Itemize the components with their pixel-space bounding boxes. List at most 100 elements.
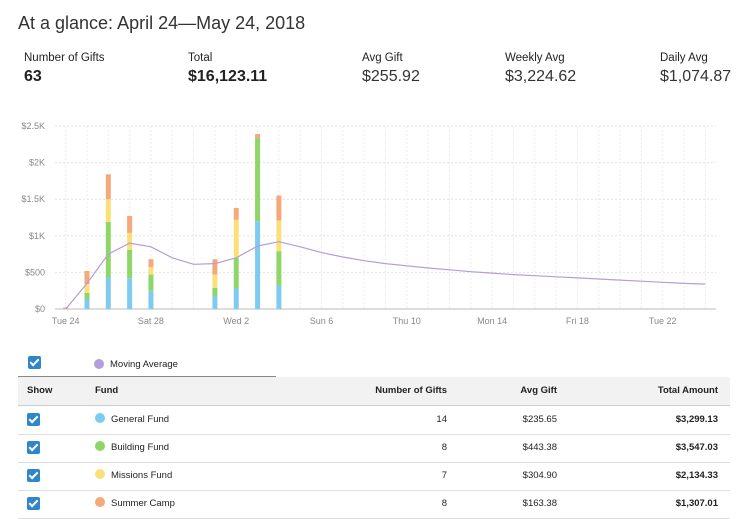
bar-segment — [148, 267, 154, 275]
stat-label: Number of Gifts — [24, 52, 105, 64]
donations-chart: $0 $500 $1K $1.5K $2K $2.5K Tue 24 Sat 28 Wed 2 S… — [21, 121, 716, 326]
stat-value: $1,074.87 — [660, 68, 732, 85]
total-amount: $1,307.01 — [675, 498, 718, 509]
stat-value: $255.92 — [362, 68, 420, 85]
show-checkbox[interactable] — [27, 441, 40, 457]
stat-avg-gift: Avg Gift $255.92 — [362, 52, 420, 86]
fund-name: Building Fund — [111, 442, 170, 453]
stat-label: Avg Gift — [362, 52, 403, 64]
avg-gift: $443.38 — [522, 442, 557, 453]
header-total-amount: Total Amount — [657, 385, 718, 396]
stat-number-of-gifts: Number of Gifts 63 — [24, 52, 105, 86]
table-row: Missions Fund 7 $304.90 $2,134.33 — [18, 462, 730, 491]
bar-segment — [105, 221, 111, 278]
bar-segment — [255, 221, 261, 309]
bar-segment — [148, 259, 154, 268]
moving-average-label: Moving Average — [110, 359, 178, 370]
gift-count: 7 — [441, 470, 447, 481]
x-tick-label: Wed 2 — [223, 316, 249, 326]
x-tick-label: Tue 22 — [649, 316, 677, 326]
bar-segment — [255, 134, 261, 139]
show-checkbox[interactable] — [27, 469, 40, 485]
bar-segment — [276, 285, 282, 309]
bar-segment — [212, 296, 218, 309]
moving-average-legend: Moving Average — [18, 352, 276, 377]
avg-gift: $304.90 — [522, 470, 557, 481]
stat-weekly-avg: Weekly Avg $3,224.62 — [505, 52, 576, 86]
total-amount: $2,134.33 — [675, 470, 718, 481]
bar-segment — [276, 195, 282, 221]
fund-color-dot — [95, 441, 105, 452]
moving-average-checkbox[interactable] — [28, 356, 41, 369]
bar-segment — [127, 249, 133, 279]
bar-segment — [212, 274, 218, 288]
bar-segment — [276, 251, 282, 286]
total-amount: $3,299.13 — [675, 414, 718, 425]
gift-count: 8 — [441, 498, 447, 509]
bar-segment — [84, 284, 90, 293]
x-tick-label: Sat 28 — [138, 316, 164, 326]
bar-segment — [233, 257, 239, 289]
header-number-of-gifts: Number of Gifts — [375, 385, 447, 396]
bar-segment — [84, 299, 90, 309]
y-tick-label: $2.5K — [21, 121, 45, 131]
bar-segment — [212, 259, 218, 275]
gift-count: 14 — [436, 414, 447, 425]
moving-average-line — [65, 241, 706, 310]
stat-daily-avg: Daily Avg $1,074.87 — [660, 52, 731, 86]
header-show: Show — [27, 385, 53, 396]
bar-segment — [84, 292, 90, 300]
fund-name: Missions Fund — [111, 470, 173, 481]
x-tick-label: Tue 24 — [52, 316, 80, 326]
show-checkbox[interactable] — [27, 497, 40, 513]
bar-segment — [233, 219, 239, 258]
fund-cell: Building Fund — [95, 434, 169, 462]
bar-segment — [212, 287, 218, 297]
header-avg-gift: Avg Gift — [520, 385, 557, 396]
y-tick-label: $1.5K — [21, 194, 45, 204]
moving-average-color-dot — [94, 359, 104, 369]
table-header: Show Fund Number of Gifts Avg Gift Total… — [18, 377, 730, 406]
page-title: At a glance: April 24—May 24, 2018 — [18, 13, 306, 33]
bar-segment — [148, 290, 154, 309]
bar-segment — [127, 216, 133, 233]
x-tick-label: Fri 18 — [566, 316, 589, 326]
bar-segment — [233, 288, 239, 309]
table-row: Building Fund 8 $443.38 $3,547.03 — [18, 434, 730, 463]
bar-segment — [148, 274, 154, 291]
y-tick-label: $500 — [25, 267, 45, 277]
stat-label: Daily Avg — [660, 52, 708, 64]
bar-segment — [105, 174, 111, 200]
x-tick-label: Mon 14 — [477, 316, 507, 326]
bar-segment — [233, 207, 239, 220]
bar-segment — [255, 138, 261, 222]
stat-label: Weekly Avg — [505, 52, 565, 64]
fund-name: General Fund — [111, 414, 170, 425]
bar-segment — [105, 199, 111, 222]
fund-color-dot — [95, 469, 105, 480]
table-row: General Fund 14 $235.65 $3,299.13 — [18, 406, 730, 435]
show-checkbox[interactable] — [27, 413, 40, 429]
table-row: Summer Camp 8 $163.38 $1,307.01 — [18, 490, 730, 519]
stat-total: Total $16,123.11 — [188, 52, 267, 86]
fund-color-dot — [95, 413, 105, 424]
fund-cell: Summer Camp — [95, 490, 175, 518]
total-amount: $3,547.03 — [675, 442, 718, 453]
x-tick-label: Sun 6 — [310, 316, 334, 326]
avg-gift: $235.65 — [522, 414, 557, 425]
bar-segment — [276, 220, 282, 252]
x-tick-label: Thu 10 — [393, 316, 421, 326]
bar-segment — [105, 277, 111, 309]
fund-name: Summer Camp — [111, 498, 175, 509]
stat-value: 63 — [24, 68, 42, 85]
fund-cell: Missions Fund — [95, 462, 172, 490]
gift-count: 8 — [441, 442, 447, 453]
avg-gift: $163.38 — [522, 498, 557, 509]
fund-cell: General Fund — [95, 406, 169, 434]
bar-segment — [127, 232, 133, 250]
bar-segment — [84, 270, 90, 285]
stat-value: $16,123.11 — [188, 68, 268, 85]
y-tick-label: $2K — [29, 158, 45, 168]
stat-label: Total — [188, 52, 213, 64]
fund-color-dot — [95, 497, 105, 508]
